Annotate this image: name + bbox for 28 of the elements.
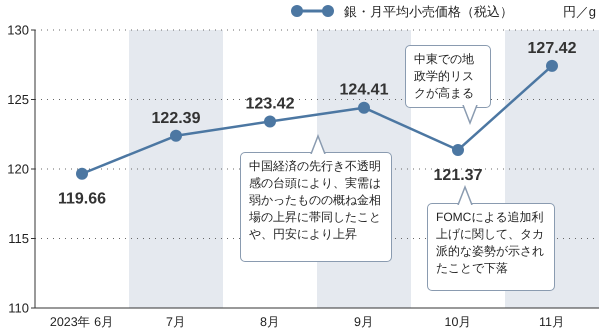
y-tick-label: 130 — [7, 22, 29, 38]
x-tick-label: 11月 — [539, 315, 565, 329]
point — [170, 130, 182, 142]
callout-box: 中国経済の先行き不透明感の台頭により、実需は弱かったものの概ね金相場の上昇に帯同したことや、円安により上昇 — [240, 152, 392, 262]
x-tick-label: 8月 — [260, 315, 280, 329]
callout-box: 中東での地政学的リスクが高まる — [405, 45, 491, 108]
point — [452, 144, 464, 156]
legend-label: 銀・月平均小売価格（税込） — [344, 4, 513, 19]
data-label: 124.41 — [340, 82, 389, 99]
x-tick-label: 9月 — [354, 315, 374, 329]
x-tick-label: 2023年 6月 — [50, 315, 114, 329]
data-label: 127.42 — [528, 40, 577, 57]
point — [264, 115, 276, 128]
y-tick-label: 120 — [7, 162, 29, 176]
data-label: 123.42 — [246, 95, 295, 112]
y-tick-label: 125 — [7, 92, 29, 107]
data-label: 121.37 — [434, 166, 483, 184]
y-axis-title: 円／g — [562, 4, 596, 19]
point — [546, 60, 558, 72]
x-tick-label: 7月 — [166, 315, 186, 329]
point — [358, 102, 370, 114]
data-label: 122.39 — [152, 110, 201, 127]
x-tick-label: 10月 — [444, 315, 472, 329]
y-tick-label: 110 — [8, 300, 29, 316]
callout-box: FOMCによる追加利上げに関して、タカ派的な姿勢が示されたことで下落 — [427, 203, 555, 291]
point — [76, 168, 88, 180]
y-tick-label: 115 — [8, 231, 29, 246]
data-label: 119.66 — [58, 190, 106, 208]
